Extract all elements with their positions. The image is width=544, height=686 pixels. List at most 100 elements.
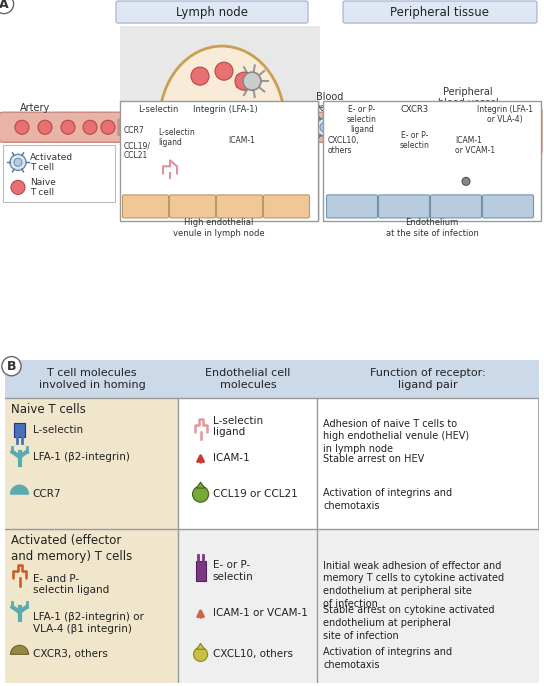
Bar bbox=[5, 360, 539, 399]
Circle shape bbox=[401, 150, 429, 178]
Circle shape bbox=[462, 178, 470, 185]
Text: L-selectin
ligand: L-selectin ligand bbox=[158, 128, 195, 147]
Bar bbox=[120, 26, 320, 222]
Text: Peripheral tissue: Peripheral tissue bbox=[391, 5, 490, 19]
Circle shape bbox=[101, 120, 115, 134]
Circle shape bbox=[491, 124, 505, 139]
Circle shape bbox=[157, 148, 183, 174]
FancyBboxPatch shape bbox=[120, 102, 318, 222]
Text: ICAM-1 or VCAM-1: ICAM-1 or VCAM-1 bbox=[213, 608, 307, 618]
Text: CCL19/
CCL21: CCL19/ CCL21 bbox=[124, 141, 151, 160]
Text: A: A bbox=[0, 0, 9, 10]
Circle shape bbox=[191, 67, 209, 85]
Text: High endothelial
venule in lymph node: High endothelial venule in lymph node bbox=[173, 218, 265, 238]
Bar bbox=[195, 560, 206, 581]
Text: E- and P-
selectin ligand: E- and P- selectin ligand bbox=[33, 573, 109, 595]
Text: ICAM-1: ICAM-1 bbox=[228, 137, 255, 145]
FancyBboxPatch shape bbox=[326, 195, 378, 218]
Wedge shape bbox=[10, 485, 29, 494]
Text: CCR7: CCR7 bbox=[33, 489, 61, 499]
Text: CXCR3, others: CXCR3, others bbox=[33, 650, 108, 659]
Text: E- or P-
selectin: E- or P- selectin bbox=[400, 131, 430, 150]
Circle shape bbox=[316, 118, 334, 137]
Circle shape bbox=[15, 120, 29, 134]
Text: Naive
T cell: Naive T cell bbox=[30, 178, 56, 197]
Polygon shape bbox=[196, 482, 205, 488]
Circle shape bbox=[355, 122, 365, 132]
Circle shape bbox=[458, 174, 474, 189]
FancyBboxPatch shape bbox=[0, 113, 125, 142]
Bar bbox=[15, 423, 24, 437]
Circle shape bbox=[199, 120, 215, 137]
Circle shape bbox=[454, 128, 462, 135]
Circle shape bbox=[224, 128, 240, 144]
Text: Endothelium
at the site of infection: Endothelium at the site of infection bbox=[386, 218, 478, 238]
Text: Activated (effector
and memory) T cells: Activated (effector and memory) T cells bbox=[11, 534, 133, 563]
Circle shape bbox=[486, 150, 514, 178]
Text: T cell molecules
involved in homing: T cell molecules involved in homing bbox=[39, 368, 145, 390]
Text: Integrin (LFA-1): Integrin (LFA-1) bbox=[193, 105, 257, 114]
Text: Integrin (LFA-1
or VLA-4): Integrin (LFA-1 or VLA-4) bbox=[477, 105, 533, 124]
FancyBboxPatch shape bbox=[379, 195, 430, 218]
Text: Efferent
lymphatic
vessel: Efferent lymphatic vessel bbox=[336, 146, 380, 178]
Circle shape bbox=[439, 167, 461, 189]
Circle shape bbox=[444, 172, 456, 185]
Text: Initial weak adhesion of effector and
memory T cells to cytokine activated
endot: Initial weak adhesion of effector and me… bbox=[323, 560, 504, 609]
FancyBboxPatch shape bbox=[430, 195, 481, 218]
Circle shape bbox=[235, 72, 253, 90]
Circle shape bbox=[217, 153, 233, 169]
Circle shape bbox=[215, 62, 233, 80]
Circle shape bbox=[451, 124, 465, 139]
Text: Lymph node: Lymph node bbox=[176, 5, 248, 19]
Text: Artery: Artery bbox=[20, 103, 50, 113]
FancyArrow shape bbox=[295, 115, 350, 139]
Circle shape bbox=[194, 648, 208, 661]
FancyBboxPatch shape bbox=[323, 102, 541, 222]
Text: CXCL10,
others: CXCL10, others bbox=[328, 137, 360, 155]
Text: L-selectin
ligand: L-selectin ligand bbox=[213, 416, 263, 438]
Circle shape bbox=[14, 158, 22, 166]
Text: Stable arrest on cytokine activated
endothelium at peripheral
site of infection: Stable arrest on cytokine activated endo… bbox=[323, 605, 495, 641]
FancyBboxPatch shape bbox=[343, 1, 537, 23]
FancyBboxPatch shape bbox=[217, 195, 263, 218]
Circle shape bbox=[492, 155, 508, 172]
Circle shape bbox=[38, 120, 52, 134]
Circle shape bbox=[434, 128, 442, 135]
Circle shape bbox=[83, 120, 97, 134]
Text: B: B bbox=[7, 359, 16, 372]
Circle shape bbox=[61, 120, 75, 134]
FancyBboxPatch shape bbox=[122, 195, 169, 218]
Text: Activation of integrins and
chemotaxis: Activation of integrins and chemotaxis bbox=[323, 648, 453, 670]
Circle shape bbox=[194, 115, 220, 141]
Circle shape bbox=[10, 154, 26, 170]
Bar bbox=[5, 399, 178, 530]
Text: LFA-1 (β2-integrin): LFA-1 (β2-integrin) bbox=[33, 452, 129, 462]
FancyArrow shape bbox=[118, 117, 143, 137]
Text: Stable arrest on HEV: Stable arrest on HEV bbox=[323, 454, 424, 464]
Text: CXCR3: CXCR3 bbox=[401, 105, 429, 114]
FancyBboxPatch shape bbox=[483, 195, 534, 218]
Circle shape bbox=[212, 148, 238, 174]
Circle shape bbox=[511, 124, 525, 139]
Text: L-selectin: L-selectin bbox=[138, 105, 178, 114]
FancyBboxPatch shape bbox=[291, 113, 404, 142]
Text: Activation of integrins and
chemotaxis: Activation of integrins and chemotaxis bbox=[323, 488, 453, 511]
Text: Peripheral
blood vessel: Peripheral blood vessel bbox=[437, 86, 498, 108]
Circle shape bbox=[243, 72, 261, 90]
FancyBboxPatch shape bbox=[170, 195, 215, 218]
Text: ICAM-1: ICAM-1 bbox=[213, 453, 249, 463]
Circle shape bbox=[407, 155, 423, 172]
Text: CCL19 or CCL21: CCL19 or CCL21 bbox=[213, 489, 298, 499]
Circle shape bbox=[219, 123, 245, 150]
Text: Endothelial cell
molecules: Endothelial cell molecules bbox=[205, 368, 290, 390]
Ellipse shape bbox=[159, 46, 285, 196]
Circle shape bbox=[11, 180, 25, 194]
FancyBboxPatch shape bbox=[396, 107, 542, 155]
Circle shape bbox=[514, 128, 522, 135]
Circle shape bbox=[471, 124, 485, 139]
Circle shape bbox=[431, 124, 445, 139]
Circle shape bbox=[320, 122, 330, 132]
Circle shape bbox=[193, 486, 209, 502]
Bar bbox=[5, 530, 178, 683]
Text: Adhesion of naive T cells to
high endothelial venule (HEV)
in lymph node: Adhesion of naive T cells to high endoth… bbox=[323, 418, 469, 454]
